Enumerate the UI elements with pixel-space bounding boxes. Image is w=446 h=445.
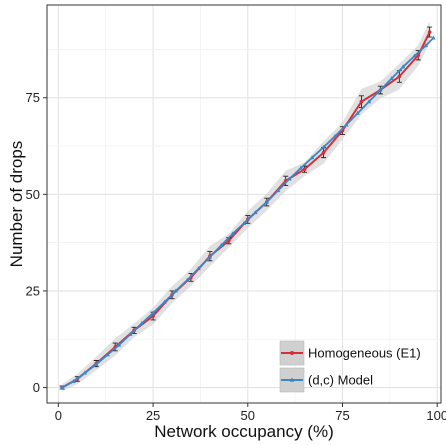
data-point-model xyxy=(332,133,338,138)
legend-label: Homogeneous (E1) xyxy=(308,346,421,361)
data-point-model xyxy=(241,220,247,225)
data-point-model xyxy=(116,342,122,347)
x-tick-label: 0 xyxy=(55,408,62,423)
data-point-model xyxy=(431,35,436,40)
data-point-homogeneous xyxy=(302,167,307,172)
error-ribbon xyxy=(62,20,430,391)
data-point-model xyxy=(139,321,144,325)
legend-key-marker xyxy=(290,351,294,355)
data-point-homogeneous xyxy=(397,74,402,79)
data-point-model xyxy=(128,331,133,336)
data-point-model xyxy=(355,110,360,115)
data-point-model xyxy=(253,210,258,215)
data-point-model xyxy=(207,254,213,259)
data-point-model xyxy=(71,378,76,383)
x-tick-label: 25 xyxy=(146,408,160,423)
data-point-model xyxy=(105,352,110,357)
data-point-model xyxy=(230,231,235,236)
data-point-model xyxy=(275,188,281,193)
data-point-model xyxy=(400,64,406,69)
data-point-model xyxy=(389,76,394,81)
data-point-homogeneous xyxy=(151,314,155,318)
data-point-model xyxy=(219,242,224,247)
data-point-model xyxy=(412,53,417,58)
y-tick-label: 50 xyxy=(26,187,40,202)
data-point-model xyxy=(59,385,65,390)
y-axis-title: Number of drops xyxy=(7,141,26,268)
data-point-model xyxy=(162,299,167,304)
data-point-model xyxy=(287,176,292,181)
x-axis-title: Network occupancy (%) xyxy=(154,422,334,441)
data-point-model xyxy=(264,199,269,204)
data-point-model xyxy=(423,43,429,48)
data-point-model xyxy=(378,87,383,92)
data-point-model xyxy=(173,288,179,293)
y-tick-label: 75 xyxy=(26,90,40,105)
data-point-model xyxy=(184,277,190,282)
data-point-model xyxy=(298,165,304,170)
legend-item-model: (d,c) Model xyxy=(279,367,373,393)
data-point-homogeneous xyxy=(359,99,364,104)
legend: Homogeneous (E1) (d,c) Model xyxy=(279,340,421,393)
series-group xyxy=(59,26,436,390)
x-tick-label: 50 xyxy=(241,408,255,423)
data-point-model xyxy=(366,99,372,104)
data-point-model xyxy=(309,155,315,160)
grid xyxy=(47,5,441,403)
data-point-homogeneous xyxy=(427,30,432,34)
axes: 0 25 50 75 100 0 25 50 75 xyxy=(26,90,446,423)
data-point-model xyxy=(94,361,99,366)
data-point-model xyxy=(150,310,156,315)
data-point-homogeneous xyxy=(321,150,326,155)
y-tick-label: 0 xyxy=(33,380,40,395)
series-line-model xyxy=(61,37,435,389)
data-point-model xyxy=(196,266,201,271)
data-point-model xyxy=(82,370,88,375)
y-tick-label: 25 xyxy=(26,283,40,298)
legend-key-marker xyxy=(289,377,295,382)
data-point-model xyxy=(321,144,326,149)
x-tick-label: 75 xyxy=(335,408,349,423)
plot-frame xyxy=(46,4,442,404)
x-tick-label: 100 xyxy=(426,408,446,423)
error-ribbon-band xyxy=(62,20,430,391)
data-point-model xyxy=(344,122,349,127)
legend-item-homogeneous: Homogeneous (E1) xyxy=(279,340,421,366)
legend-label: (d,c) Model xyxy=(308,373,373,388)
